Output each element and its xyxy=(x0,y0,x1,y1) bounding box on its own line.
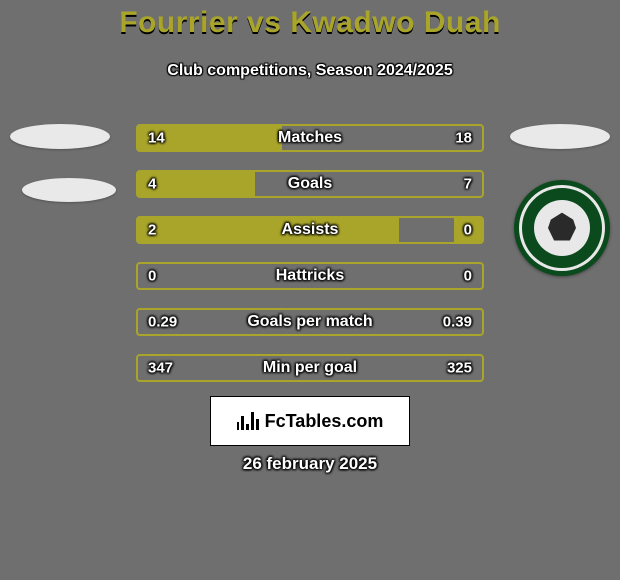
subtitle: Club competitions, Season 2024/2025 xyxy=(0,62,620,80)
stat-label: Hattricks xyxy=(138,267,482,285)
title-foreground: Fourrier vs Kwadwo Duah xyxy=(0,6,620,40)
brand-attribution: FcTables.com xyxy=(210,396,410,446)
comparison-infographic: Fourrier vs Kwadwo Duah Fourrier vs Kwad… xyxy=(0,0,620,580)
stat-row: 0.290.39Goals per match xyxy=(136,308,484,336)
player1-club-placeholder xyxy=(22,178,116,202)
stat-row: 347325Min per goal xyxy=(136,354,484,382)
stat-label: Goals xyxy=(138,175,482,193)
stat-label: Assists xyxy=(138,221,482,239)
badge-eagle-icon xyxy=(534,200,590,256)
stat-label: Min per goal xyxy=(138,359,482,377)
player2-photo-placeholder xyxy=(510,124,610,149)
stat-row: 00Hattricks xyxy=(136,262,484,290)
player2-club-badge xyxy=(514,180,610,276)
stat-bars: 1418Matches 47Goals 20Assists 00Hattricks 0.… xyxy=(136,124,484,400)
brand-text: FcTables.com xyxy=(265,411,384,432)
badge-ring xyxy=(519,185,605,271)
stat-label: Goals per match xyxy=(138,313,482,331)
stat-row: 47Goals xyxy=(136,170,484,198)
fctables-bars-icon xyxy=(237,412,259,430)
stat-label: Matches xyxy=(138,129,482,147)
player1-photo-placeholder xyxy=(10,124,110,149)
generated-date: 26 february 2025 xyxy=(0,454,620,474)
stat-row: 1418Matches xyxy=(136,124,484,152)
title: Fourrier vs Kwadwo Duah Fourrier vs Kwad… xyxy=(0,8,620,42)
stat-row: 20Assists xyxy=(136,216,484,244)
